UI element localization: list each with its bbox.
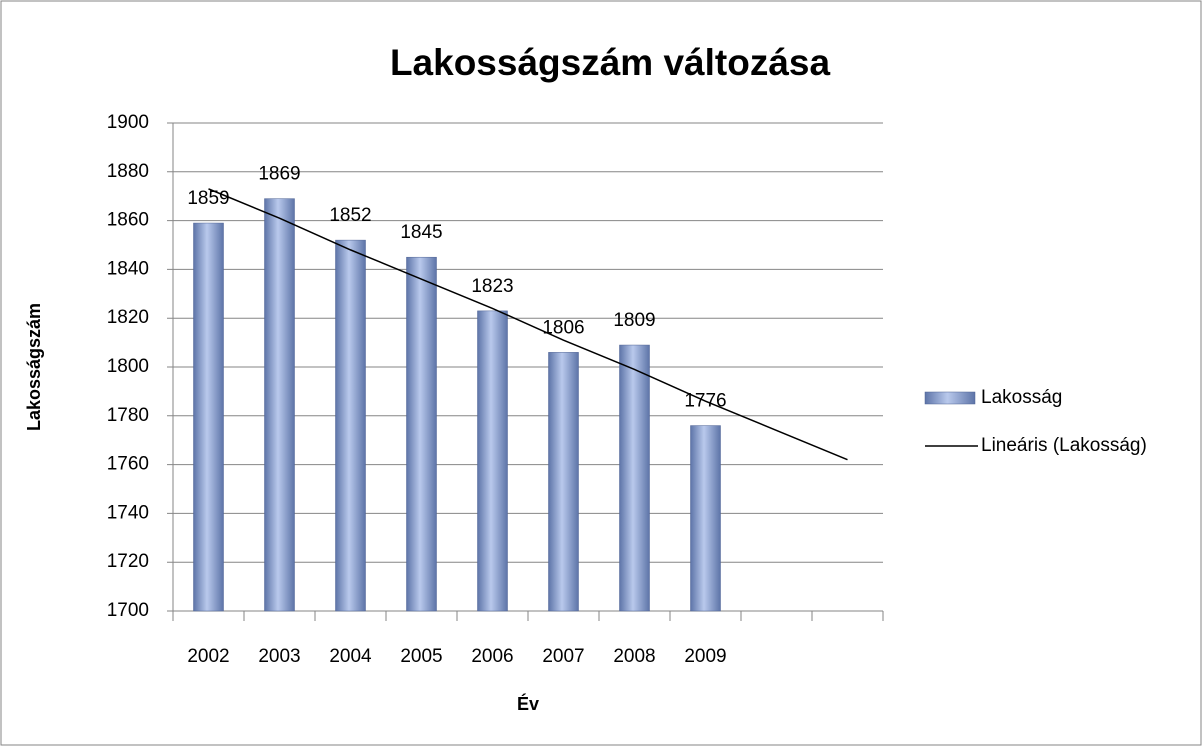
bar bbox=[406, 256, 437, 612]
x-tick-label: 2008 bbox=[613, 646, 655, 667]
x-tick-label: 2006 bbox=[471, 646, 513, 667]
y-tick-label: 1760 bbox=[107, 454, 149, 475]
x-tick-label: 2005 bbox=[400, 646, 442, 667]
y-tick-label: 1720 bbox=[107, 551, 149, 572]
bar bbox=[477, 310, 508, 612]
bar bbox=[619, 344, 650, 612]
data-label: 1823 bbox=[471, 276, 513, 297]
data-label: 1809 bbox=[613, 310, 655, 331]
bar bbox=[193, 222, 224, 612]
y-tick-label: 1840 bbox=[107, 258, 149, 279]
data-label: 1806 bbox=[542, 317, 584, 338]
y-tick-label: 1860 bbox=[107, 210, 149, 231]
y-tick-label: 1800 bbox=[107, 356, 149, 377]
bar bbox=[335, 239, 366, 612]
y-tick-label: 1820 bbox=[107, 307, 149, 328]
y-tick-label: 1740 bbox=[107, 502, 149, 523]
data-label: 1852 bbox=[329, 205, 371, 226]
bar bbox=[548, 352, 579, 612]
y-tick-label: 1880 bbox=[107, 161, 149, 182]
x-tick-label: 2009 bbox=[684, 646, 726, 667]
chart-title: Lakosságszám változása bbox=[390, 42, 831, 83]
y-tick-label: 1780 bbox=[107, 405, 149, 426]
trend-line bbox=[208, 188, 848, 461]
x-tick-label: 2002 bbox=[187, 646, 229, 667]
x-tick-label: 2004 bbox=[329, 646, 372, 667]
y-axis-title: Lakosságszám bbox=[24, 303, 44, 431]
x-axis-title: Év bbox=[517, 693, 539, 714]
bar bbox=[690, 425, 721, 612]
legend-label: Lineáris (Lakosság) bbox=[981, 435, 1147, 456]
legend-label: Lakosság bbox=[981, 387, 1062, 408]
bar bbox=[264, 198, 295, 612]
data-label: 1869 bbox=[258, 164, 300, 185]
data-label: 1859 bbox=[187, 188, 229, 209]
data-label: 1845 bbox=[400, 222, 442, 243]
x-tick-label: 2007 bbox=[542, 646, 584, 667]
legend-swatch bbox=[924, 391, 976, 405]
x-tick-label: 2003 bbox=[258, 646, 300, 667]
y-tick-label: 1900 bbox=[107, 112, 149, 133]
y-tick-label: 1700 bbox=[107, 600, 149, 621]
